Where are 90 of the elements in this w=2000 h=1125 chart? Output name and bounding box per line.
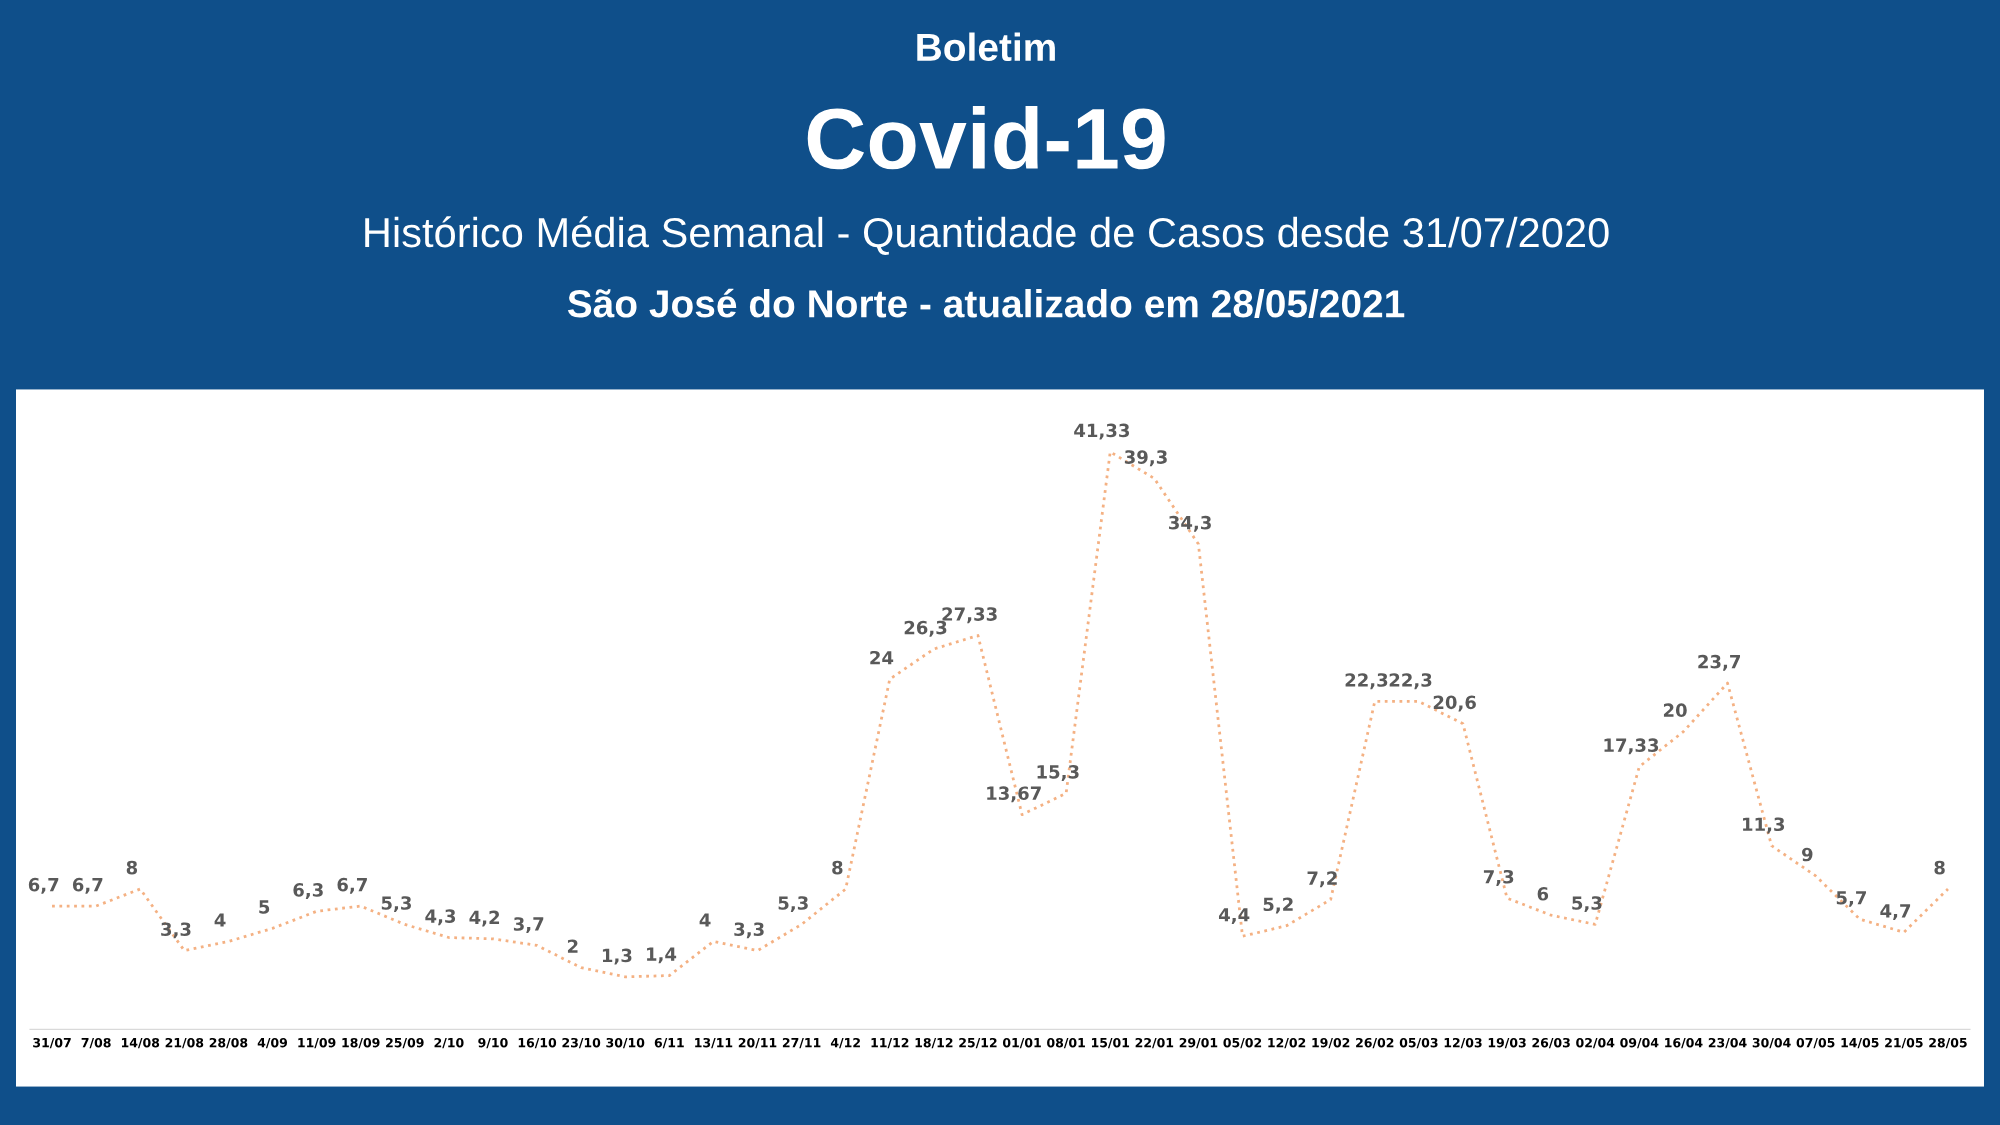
x-tick-label: 4/12: [830, 1037, 860, 1049]
data-label: 39,3: [1124, 450, 1167, 467]
x-tick-label: 23/04: [1708, 1037, 1747, 1049]
x-tick-label: 26/02: [1356, 1037, 1394, 1049]
x-tick-label: 12/02: [1268, 1037, 1306, 1049]
data-label: 9: [1802, 847, 1813, 862]
x-tick-label: 14/05: [1841, 1037, 1879, 1049]
data-label: 5: [259, 900, 270, 914]
x-tick-label: 6/11: [654, 1037, 684, 1049]
data-label: 6,7: [72, 877, 103, 894]
chart-title: Covid-19: [807, 106, 1165, 170]
data-label: 8: [832, 860, 843, 875]
chart-subtitle: Histórico Média Semanal - Quantidade de Casos desde 31/07/2020: [365, 216, 1609, 255]
data-label: 24: [870, 650, 894, 665]
x-tick-label: 07/05: [1796, 1037, 1835, 1049]
x-tick-label: 01/01: [1002, 1037, 1041, 1049]
x-tick-label: 31/07: [33, 1037, 71, 1049]
data-label: 1,4: [647, 947, 677, 964]
data-label: 4,7: [1880, 904, 1911, 920]
x-tick-label: 9/10: [478, 1037, 508, 1049]
x-tick-label: 25/09: [386, 1037, 424, 1049]
data-label: 20: [1663, 703, 1687, 718]
data-label: 6,7: [28, 877, 59, 894]
data-label: 3,3: [161, 922, 191, 939]
x-tick-label: 22/01: [1135, 1037, 1174, 1049]
data-label: 4: [214, 913, 226, 927]
text: São José do Norte - atualizado em 28/05/2021: [567, 288, 1405, 318]
data-label: 4,2: [469, 910, 500, 927]
data-label: 5,7: [1836, 891, 1866, 907]
x-tick-label: 26/03: [1532, 1037, 1570, 1049]
data-label: 20,6: [1433, 695, 1476, 712]
data-label: 11,3: [1743, 817, 1785, 834]
data-label: 5,2: [1263, 897, 1293, 914]
x-tick-label: 21/05: [1885, 1037, 1923, 1049]
x-tick-label: 12/03: [1444, 1037, 1482, 1049]
x-tick-label: 16/04: [1665, 1037, 1703, 1049]
x-tick-label: 19/02: [1312, 1037, 1350, 1049]
data-label: 4,4: [1218, 908, 1250, 924]
x-tick-label: 20/11: [738, 1037, 777, 1049]
x-tick-label: 13/11: [695, 1037, 733, 1049]
data-label: 22,3: [1389, 673, 1432, 690]
data-label: 6: [1537, 886, 1549, 901]
x-tick-label: 7/08: [81, 1037, 111, 1049]
x-tick-label: 08/01: [1047, 1037, 1085, 1049]
x-tick-label: 11/12: [871, 1037, 909, 1049]
x-tick-label: 30/04: [1752, 1037, 1791, 1049]
x-tick-label: 19/03: [1488, 1037, 1526, 1049]
x-tick-label: 05/03: [1399, 1037, 1438, 1049]
data-label: 17,33: [1604, 738, 1659, 755]
x-tick-label: 14/08: [121, 1037, 160, 1049]
data-label: 6,7: [337, 877, 367, 894]
data-label: 4: [699, 913, 711, 927]
data-label: 41,33: [1074, 423, 1130, 440]
data-label: 15,3: [1037, 765, 1079, 781]
x-tick-label: 09/04: [1620, 1037, 1659, 1049]
x-tick-label: 18/09: [342, 1037, 380, 1049]
data-label: 7,2: [1307, 871, 1337, 888]
x-tick-label: 21/08: [165, 1037, 204, 1049]
data-label: 4,3: [425, 909, 456, 926]
data-label: 5,3: [381, 896, 411, 913]
x-tick-label: 25/12: [959, 1037, 997, 1049]
data-label: 13,67: [987, 786, 1041, 803]
x-tick-label: 16/10: [518, 1037, 557, 1049]
data-label: 22,3: [1345, 673, 1388, 690]
x-tick-label: 28/05: [1929, 1037, 1967, 1049]
data-label: 5,3: [778, 896, 808, 913]
x-tick-label: 2/10: [434, 1037, 464, 1049]
data-label: 1,3: [602, 948, 632, 965]
x-tick-label: 30/10: [606, 1037, 645, 1049]
data-label: 6,3: [293, 883, 323, 899]
x-tick-label: 4/09: [257, 1037, 288, 1049]
x-tick-label: 29/01: [1179, 1037, 1218, 1049]
x-tick-label: 27/11: [782, 1037, 821, 1049]
data-label: 23,7: [1698, 654, 1741, 671]
x-tick-label: 18/12: [915, 1037, 953, 1049]
data-label: 3,7: [513, 917, 544, 934]
data-label: 34,3: [1169, 515, 1211, 532]
x-tick-label: 05/02: [1223, 1037, 1262, 1049]
x-tick-label: 15/01: [1091, 1037, 1130, 1049]
data-label: 8: [126, 860, 138, 875]
data-label: 2: [567, 939, 578, 953]
data-label: 3,3: [734, 922, 764, 939]
data-label: 7,3: [1483, 869, 1514, 886]
x-tick-label: 02/04: [1576, 1037, 1615, 1049]
data-label: 8: [1934, 860, 1945, 875]
x-tick-label: 23/10: [562, 1037, 601, 1049]
data-label: 5,3: [1572, 896, 1602, 913]
text: Boletim: [917, 32, 1055, 62]
x-tick-label: 11/09: [298, 1037, 336, 1049]
x-tick-label: 28/08: [209, 1037, 248, 1049]
